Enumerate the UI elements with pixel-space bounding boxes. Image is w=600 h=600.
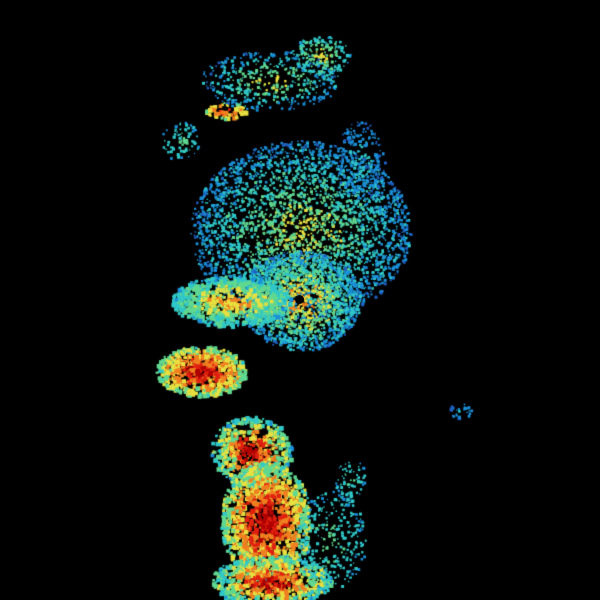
radar-site-marker: [295, 295, 304, 304]
